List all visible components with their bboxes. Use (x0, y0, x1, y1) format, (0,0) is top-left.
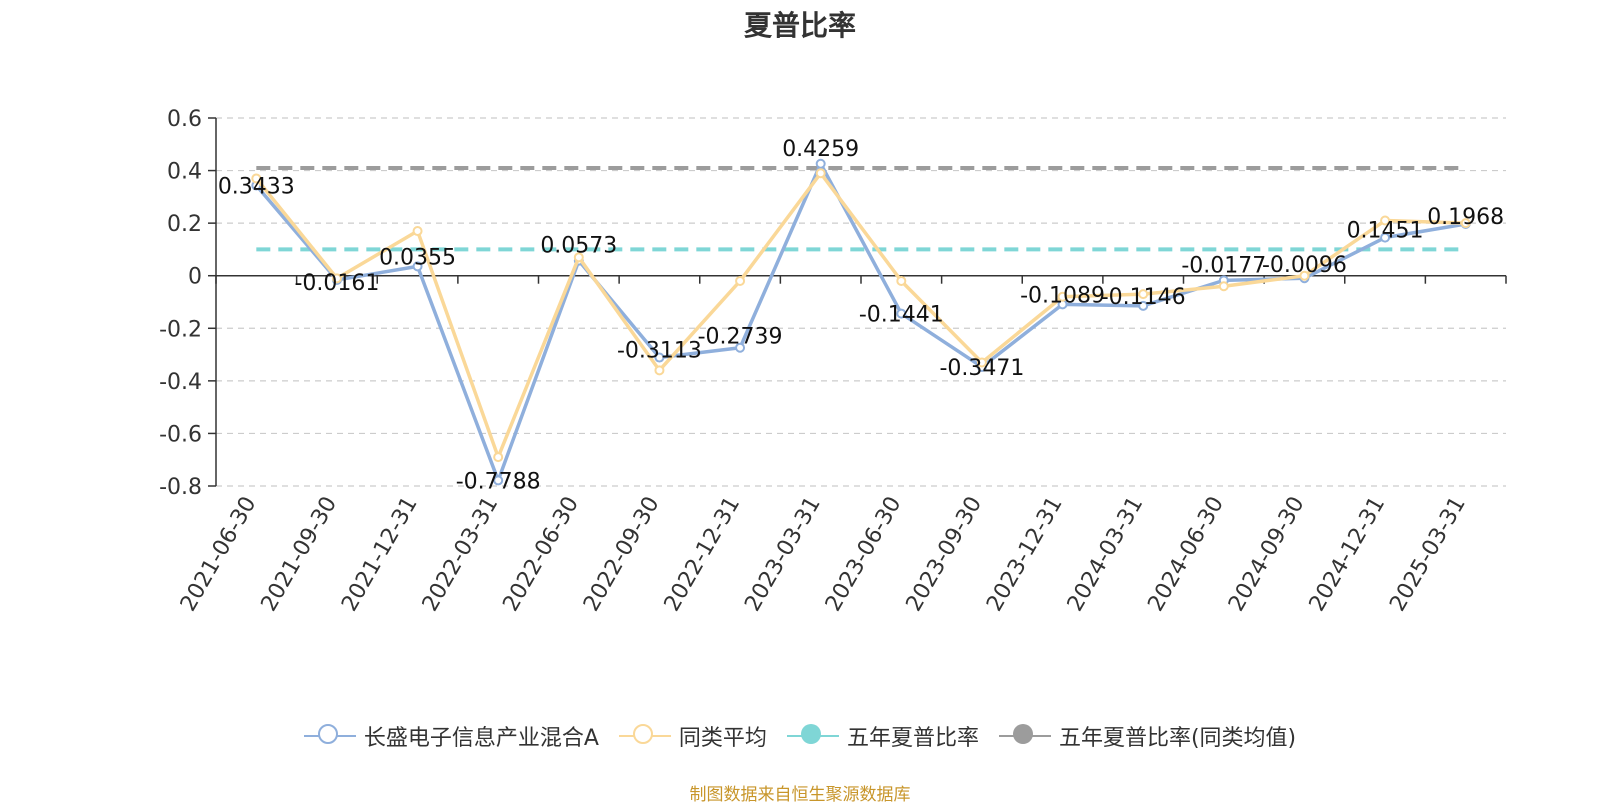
data-point (1299, 270, 1310, 281)
data-point (1057, 291, 1068, 302)
reference-lines (256, 165, 1466, 252)
data-point (654, 352, 665, 363)
legend: 长盛电子信息产业混合A 同类平均 五年夏普比率 五年夏普比率(同类均值) (0, 720, 1600, 752)
y-tick-label: -0.6 (159, 422, 202, 447)
data-label: 0.1451 (1347, 219, 1424, 244)
y-tick-label: -0.2 (159, 317, 202, 342)
data-label: 0.1968 (1427, 205, 1504, 230)
y-tick-label: 0 (188, 265, 202, 290)
legend-item-category-avg[interactable]: 同类平均 (618, 720, 767, 752)
data-point (1460, 218, 1471, 229)
data-point (1218, 281, 1229, 292)
data-point (654, 365, 665, 376)
data-label: 0.0573 (540, 234, 617, 259)
series-line (254, 171, 1466, 459)
data-point (896, 308, 907, 319)
y-tick-label: 0.6 (167, 107, 202, 132)
x-tick-label: 2022-09-30 (579, 493, 665, 616)
data-label: 0.3433 (218, 174, 295, 199)
data-point (1138, 289, 1149, 300)
x-tick-label: 2024-03-31 (1063, 493, 1149, 616)
data-label: -0.1441 (859, 303, 944, 328)
x-tick-label: 2022-03-31 (418, 493, 504, 616)
legend-marker-five-year-sharpe (786, 723, 839, 749)
data-labels: 0.3433-0.01610.0355-0.77880.0573-0.3113-… (218, 137, 1504, 495)
data-label: -0.0161 (294, 271, 379, 296)
data-point (1138, 300, 1149, 311)
y-tick-label: 0.2 (167, 212, 202, 237)
legend-label-five-year-sharpe-avg: 五年夏普比率(同类均值) (1058, 726, 1297, 751)
data-label: -0.7788 (456, 469, 541, 494)
x-tick-label: 2024-06-30 (1143, 493, 1229, 616)
data-point (815, 158, 826, 169)
x-tick-label: 2025-03-31 (1385, 493, 1471, 616)
y-tick-label: -0.4 (159, 370, 202, 395)
data-point (331, 273, 342, 284)
data-point (815, 168, 826, 179)
data-point (412, 226, 423, 237)
legend-marker-fund (303, 723, 356, 749)
grid-layer (216, 117, 1506, 487)
data-point (412, 261, 423, 272)
series-layer (251, 158, 1471, 486)
data-label: -0.3113 (617, 339, 702, 364)
data-point (976, 357, 987, 368)
legend-marker-category-avg (618, 723, 671, 749)
legend-marker-five-year-sharpe-avg (998, 723, 1051, 749)
data-point (1380, 215, 1391, 226)
data-point (493, 452, 504, 463)
legend-label-fund: 长盛电子信息产业混合A (363, 726, 599, 751)
x-tick-label: 2024-12-31 (1305, 493, 1391, 616)
data-label: -0.1146 (1101, 285, 1186, 310)
x-tick-label: 2022-06-30 (498, 493, 584, 616)
y-tick-label: -0.8 (159, 475, 202, 500)
x-tick-label: 2024-09-30 (1224, 493, 1310, 616)
data-point (251, 173, 262, 184)
chart-title: 夏普比率 (743, 9, 856, 42)
x-tick-label: 2021-09-30 (257, 493, 343, 616)
x-tick-label: 2023-09-30 (902, 493, 988, 616)
data-label: -0.0096 (1262, 253, 1347, 278)
data-point (1380, 232, 1391, 243)
legend-label-category-avg: 同类平均 (678, 726, 767, 751)
legend-label-five-year-sharpe: 五年夏普比率 (846, 726, 979, 751)
x-tick-label: 2022-12-31 (660, 493, 746, 616)
y-tick-label: 0.4 (167, 160, 202, 185)
data-label: 0.0355 (379, 245, 456, 270)
data-label: -0.0177 (1181, 253, 1266, 278)
data-label: -0.3471 (939, 356, 1024, 381)
x-tick-label: 2021-06-30 (176, 493, 262, 616)
x-tick-label: 2023-03-31 (740, 493, 826, 616)
data-label: 0.4259 (782, 137, 859, 162)
data-point (735, 342, 746, 353)
data-point (896, 275, 907, 286)
x-tick-label: 2023-12-31 (982, 493, 1068, 616)
data-label: -0.1089 (1020, 283, 1105, 308)
data-point (493, 475, 504, 486)
legend-item-five-year-sharpe-avg[interactable]: 五年夏普比率(同类均值) (998, 720, 1297, 752)
legend-item-five-year-sharpe[interactable]: 五年夏普比率 (786, 720, 979, 752)
data-label: -0.2739 (698, 325, 783, 350)
data-point (735, 275, 746, 286)
source-note: 制图数据来自恒生聚源数据库 (689, 785, 911, 805)
legend-item-fund[interactable]: 长盛电子信息产业混合A (303, 720, 599, 752)
x-tick-label: 2021-12-31 (337, 493, 423, 616)
data-point (573, 252, 584, 263)
x-tick-label: 2023-06-30 (821, 493, 907, 616)
